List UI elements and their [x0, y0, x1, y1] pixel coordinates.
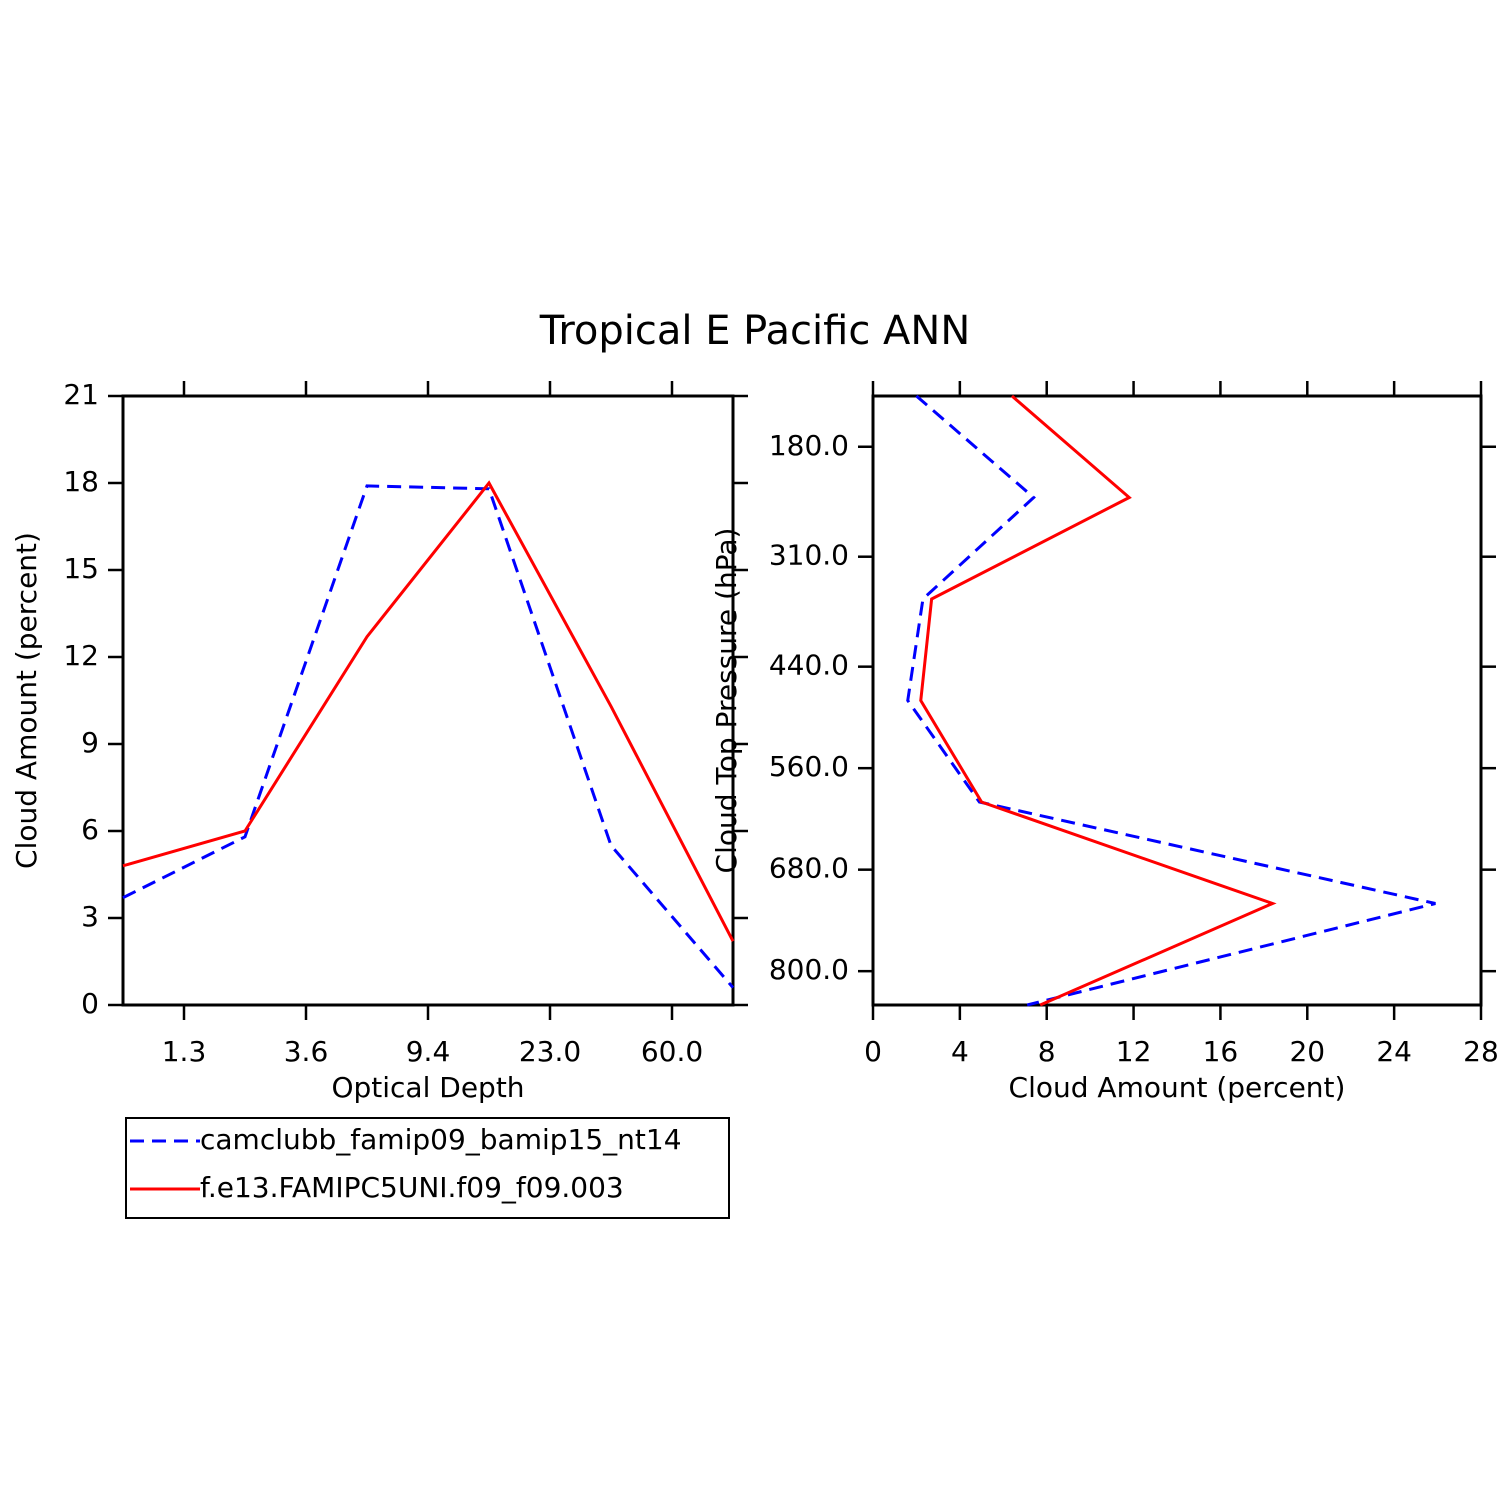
x-tick-label: 0	[864, 1035, 882, 1068]
x-tick-label: 8	[1038, 1035, 1056, 1068]
y-tick-label: 6	[81, 813, 99, 846]
x-tick-label: 4	[951, 1035, 969, 1068]
y-tick-label: 560.0	[769, 750, 849, 783]
x-tick-label: 60.0	[641, 1035, 703, 1068]
data-line	[919, 394, 1277, 1007]
y-tick-label: 310.0	[769, 539, 849, 572]
data-line	[122, 480, 735, 942]
legend-box	[125, 1117, 730, 1219]
y-tick-label: 9	[81, 726, 99, 759]
figure-title: Tropical E Pacific ANN	[539, 308, 970, 354]
y-tick-label: 3	[81, 900, 99, 933]
x-tick-label: 23.0	[519, 1035, 581, 1068]
legend-label: camclubb_famip09_bamip15_nt14	[200, 1123, 682, 1156]
y-axis-title: Cloud Amount (percent)	[10, 532, 43, 869]
y-tick-label: 12	[63, 639, 99, 672]
y-axis-title: Cloud Top Pressure (hPa)	[710, 528, 743, 874]
x-tick-label: 12	[1116, 1035, 1152, 1068]
x-tick-label: 16	[1203, 1035, 1239, 1068]
x-tick-label: 1.3	[162, 1035, 207, 1068]
y-tick-label: 15	[63, 552, 99, 585]
plot-frame	[871, 394, 1483, 1007]
legend-label: f.e13.FAMIPC5UNI.f09_f09.003	[200, 1171, 624, 1204]
y-tick-label: 440.0	[769, 649, 849, 682]
data-line	[122, 484, 735, 989]
y-tick-label: 0	[81, 987, 99, 1020]
y-tick-label: 18	[63, 465, 99, 498]
x-tick-label: 20	[1289, 1035, 1325, 1068]
x-axis-title: Optical Depth	[331, 1071, 524, 1104]
y-tick-label: 800.0	[769, 953, 849, 986]
x-tick-label: 9.4	[406, 1035, 451, 1068]
x-tick-label: 24	[1376, 1035, 1412, 1068]
y-tick-label: 680.0	[769, 852, 849, 885]
x-tick-label: 28	[1463, 1035, 1499, 1068]
y-tick-label: 180.0	[769, 429, 849, 462]
x-axis-title: Cloud Amount (percent)	[1009, 1071, 1346, 1104]
data-line	[906, 394, 1436, 1007]
x-tick-label: 3.6	[284, 1035, 329, 1068]
y-tick-label: 21	[63, 378, 99, 411]
